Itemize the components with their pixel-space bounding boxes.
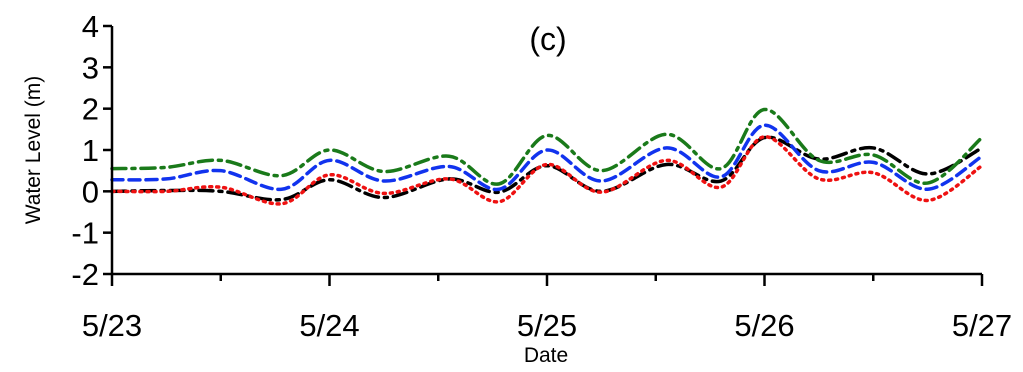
y-tick-label: -1	[71, 216, 99, 251]
x-tick-label: 5/24	[299, 308, 359, 343]
x-tick-label: 5/23	[82, 308, 142, 343]
y-ticks: -2 -1 0 1 2 3 4	[71, 9, 112, 292]
y-axis-title: Water Level (m)	[22, 76, 45, 225]
y-tick-label: 4	[82, 9, 99, 44]
series-layer	[110, 107, 984, 206]
series-line-dashdot-green	[110, 107, 984, 186]
x-tick-label: 5/26	[734, 308, 794, 343]
series-line-dashdot-black	[110, 135, 984, 202]
panel-label: (c)	[529, 21, 566, 57]
series-line-dotted-red	[110, 135, 984, 206]
x-tick-label: 5/25	[517, 308, 577, 343]
x-ticks: 5/23 5/24 5/25 5/26 5/27	[82, 274, 1012, 343]
y-tick-label: 0	[82, 174, 99, 209]
y-tick-label: 1	[82, 133, 99, 168]
x-tick-label: 5/27	[952, 308, 1012, 343]
x-axis-title: Date	[524, 344, 568, 367]
series-line-dashed-blue	[110, 123, 984, 192]
y-tick-label: -2	[71, 257, 99, 292]
y-tick-label: 2	[82, 92, 99, 127]
y-tick-label: 3	[82, 50, 99, 85]
